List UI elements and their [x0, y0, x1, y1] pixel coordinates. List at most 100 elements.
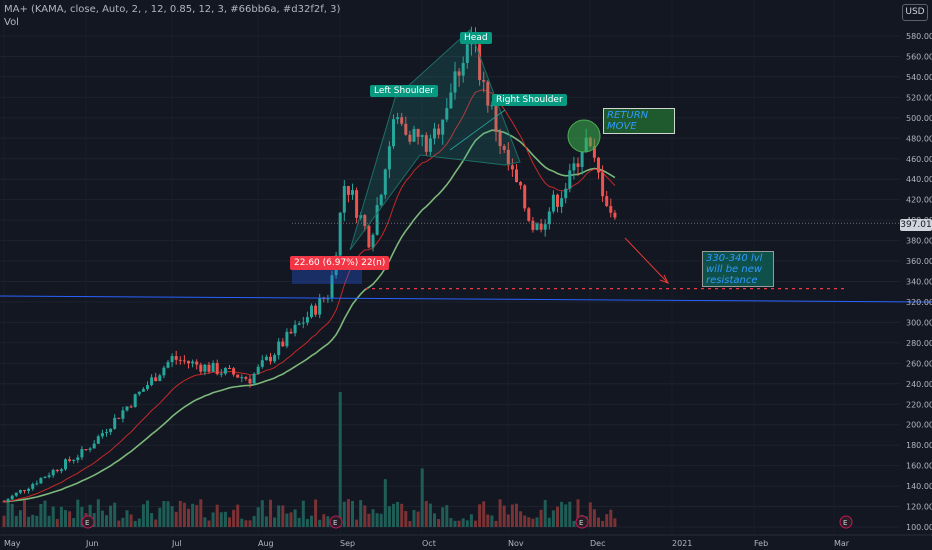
candle-body [72, 459, 76, 462]
price-axis[interactable]: 100.00 120.00 140.00 160.00 180.00 200.00 220.… [906, 32, 932, 532]
volume-bar [277, 505, 281, 527]
volume-bar [465, 520, 469, 527]
price-tick-label: 140.00 [906, 482, 932, 491]
volume-bar [408, 520, 412, 527]
candle-body [613, 212, 617, 218]
candle-body [465, 44, 469, 63]
volume-bar [35, 515, 39, 527]
volume-bar [264, 516, 268, 527]
volume-bar [162, 501, 166, 527]
kama-line-green [3, 129, 616, 503]
volume-bar [346, 499, 350, 527]
volume-bar [404, 511, 408, 527]
volume-bar [59, 506, 63, 527]
volume-bar [322, 514, 326, 527]
candle-body [228, 367, 231, 369]
candle-body [154, 377, 158, 382]
time-tick-label: Nov [508, 539, 524, 548]
candle-body [535, 223, 539, 230]
time-tick-label: Jun [85, 539, 99, 548]
volume-bar [269, 499, 272, 527]
candle-body [342, 185, 346, 213]
volume-bar [43, 500, 47, 527]
volume-bar [424, 501, 428, 527]
candle-body [141, 389, 145, 392]
candle-body [31, 484, 35, 489]
volume-legend[interactable]: Vol [4, 17, 19, 28]
indicator-legend[interactable]: MA+ (KAMA, close, Auto, 2, , 12, 0.85, 1… [4, 4, 341, 15]
price-tick-label: 420.00 [906, 196, 932, 205]
volume-bar [519, 511, 523, 527]
candle-body [498, 131, 502, 147]
volume-bar [510, 504, 514, 527]
candle-body [121, 410, 125, 419]
volume-bar [551, 510, 555, 527]
candle-body [285, 331, 289, 347]
volume-bar [564, 504, 568, 527]
candle-body [523, 185, 527, 209]
currency-button[interactable]: USD [902, 4, 928, 21]
volume-bar [39, 503, 43, 527]
volume-bar [289, 512, 293, 527]
time-tick-label: Sep [340, 539, 355, 548]
volume-bar [531, 518, 535, 527]
volume-bar [498, 499, 502, 527]
volume-bar [383, 479, 387, 527]
candle-body [117, 417, 121, 419]
candle-body [281, 341, 285, 347]
candle-body [18, 490, 22, 493]
candle-body [351, 190, 354, 195]
candle-body [6, 499, 10, 502]
candle-body [387, 146, 391, 170]
volume-bar [506, 514, 510, 527]
price-tick-label: 380.00 [906, 237, 932, 246]
candle-body [113, 417, 117, 429]
earnings-marker-label: E [333, 519, 337, 527]
volume-bar [105, 515, 108, 527]
candle-body [547, 211, 551, 225]
volume-bar [502, 505, 506, 527]
volume-bar [609, 509, 613, 527]
legend: MA+ (KAMA, close, Auto, 2, , 12, 0.85, 1… [4, 3, 340, 29]
candle-body [527, 208, 531, 221]
volume-bar [363, 505, 367, 527]
volume-bar [158, 507, 162, 527]
earnings-marker [575, 515, 589, 529]
candle-body [494, 105, 498, 132]
volume-bar [10, 503, 14, 527]
volume-bar [133, 520, 137, 527]
volume-bar [51, 506, 55, 527]
volume-bar [273, 517, 277, 527]
candle-body [310, 305, 313, 318]
projection-arrowhead [659, 274, 670, 284]
time-axis[interactable]: May Jun Jul Aug Sep Oct Nov Dec 2021 Feb Mar [0, 534, 932, 548]
time-tick-label: Aug [258, 539, 274, 548]
candle-body [404, 123, 408, 135]
volume-bar [560, 501, 564, 527]
candle-body [170, 356, 174, 363]
candle-body [187, 360, 190, 364]
candle-body [252, 373, 256, 384]
candle-body [199, 364, 203, 372]
price-tick-label: 560.00 [906, 52, 932, 61]
candle-body [105, 432, 108, 434]
volume-bar [379, 513, 383, 527]
volume-bar [64, 510, 67, 527]
resistance-note: 330-340 lvl will be new resistance [702, 251, 774, 287]
volume-bar [527, 517, 531, 527]
measure-label: 22.60 (6.97%) 22(n) [290, 256, 390, 270]
neckline [449, 109, 506, 151]
volume-bar [182, 502, 186, 527]
candle-body [223, 367, 227, 374]
price-tick-label: 100.00 [906, 523, 932, 532]
time-tick-label: Oct [422, 539, 436, 548]
last-price-tag: 397.01 [900, 219, 932, 231]
candle-body [379, 194, 383, 206]
candle-body [297, 323, 301, 325]
volume-bar [187, 508, 190, 527]
candle-body [125, 406, 129, 411]
candle-body [568, 170, 572, 189]
candle-body [400, 117, 404, 124]
